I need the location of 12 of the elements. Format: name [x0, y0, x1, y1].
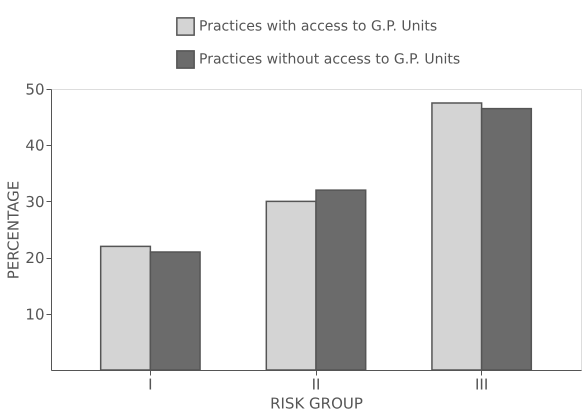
- x-tick-label: II: [312, 376, 320, 394]
- x-tick-label: I: [148, 376, 153, 394]
- legend-label: Practices with access to G.P. Units: [199, 18, 438, 34]
- y-tick-label: 20: [25, 249, 44, 268]
- y-tick-label: 10: [25, 305, 44, 324]
- x-tick-label: III: [474, 376, 488, 394]
- x-axis-title: RISK GROUP: [270, 394, 363, 412]
- y-tick-label: 40: [25, 136, 44, 155]
- y-axis-title: PERCENTAGE: [4, 180, 22, 280]
- y-tick-label: 50: [25, 80, 44, 98]
- y-tick-label: 30: [25, 192, 44, 211]
- legend-label: Practices without access to G.P. Units: [199, 52, 460, 68]
